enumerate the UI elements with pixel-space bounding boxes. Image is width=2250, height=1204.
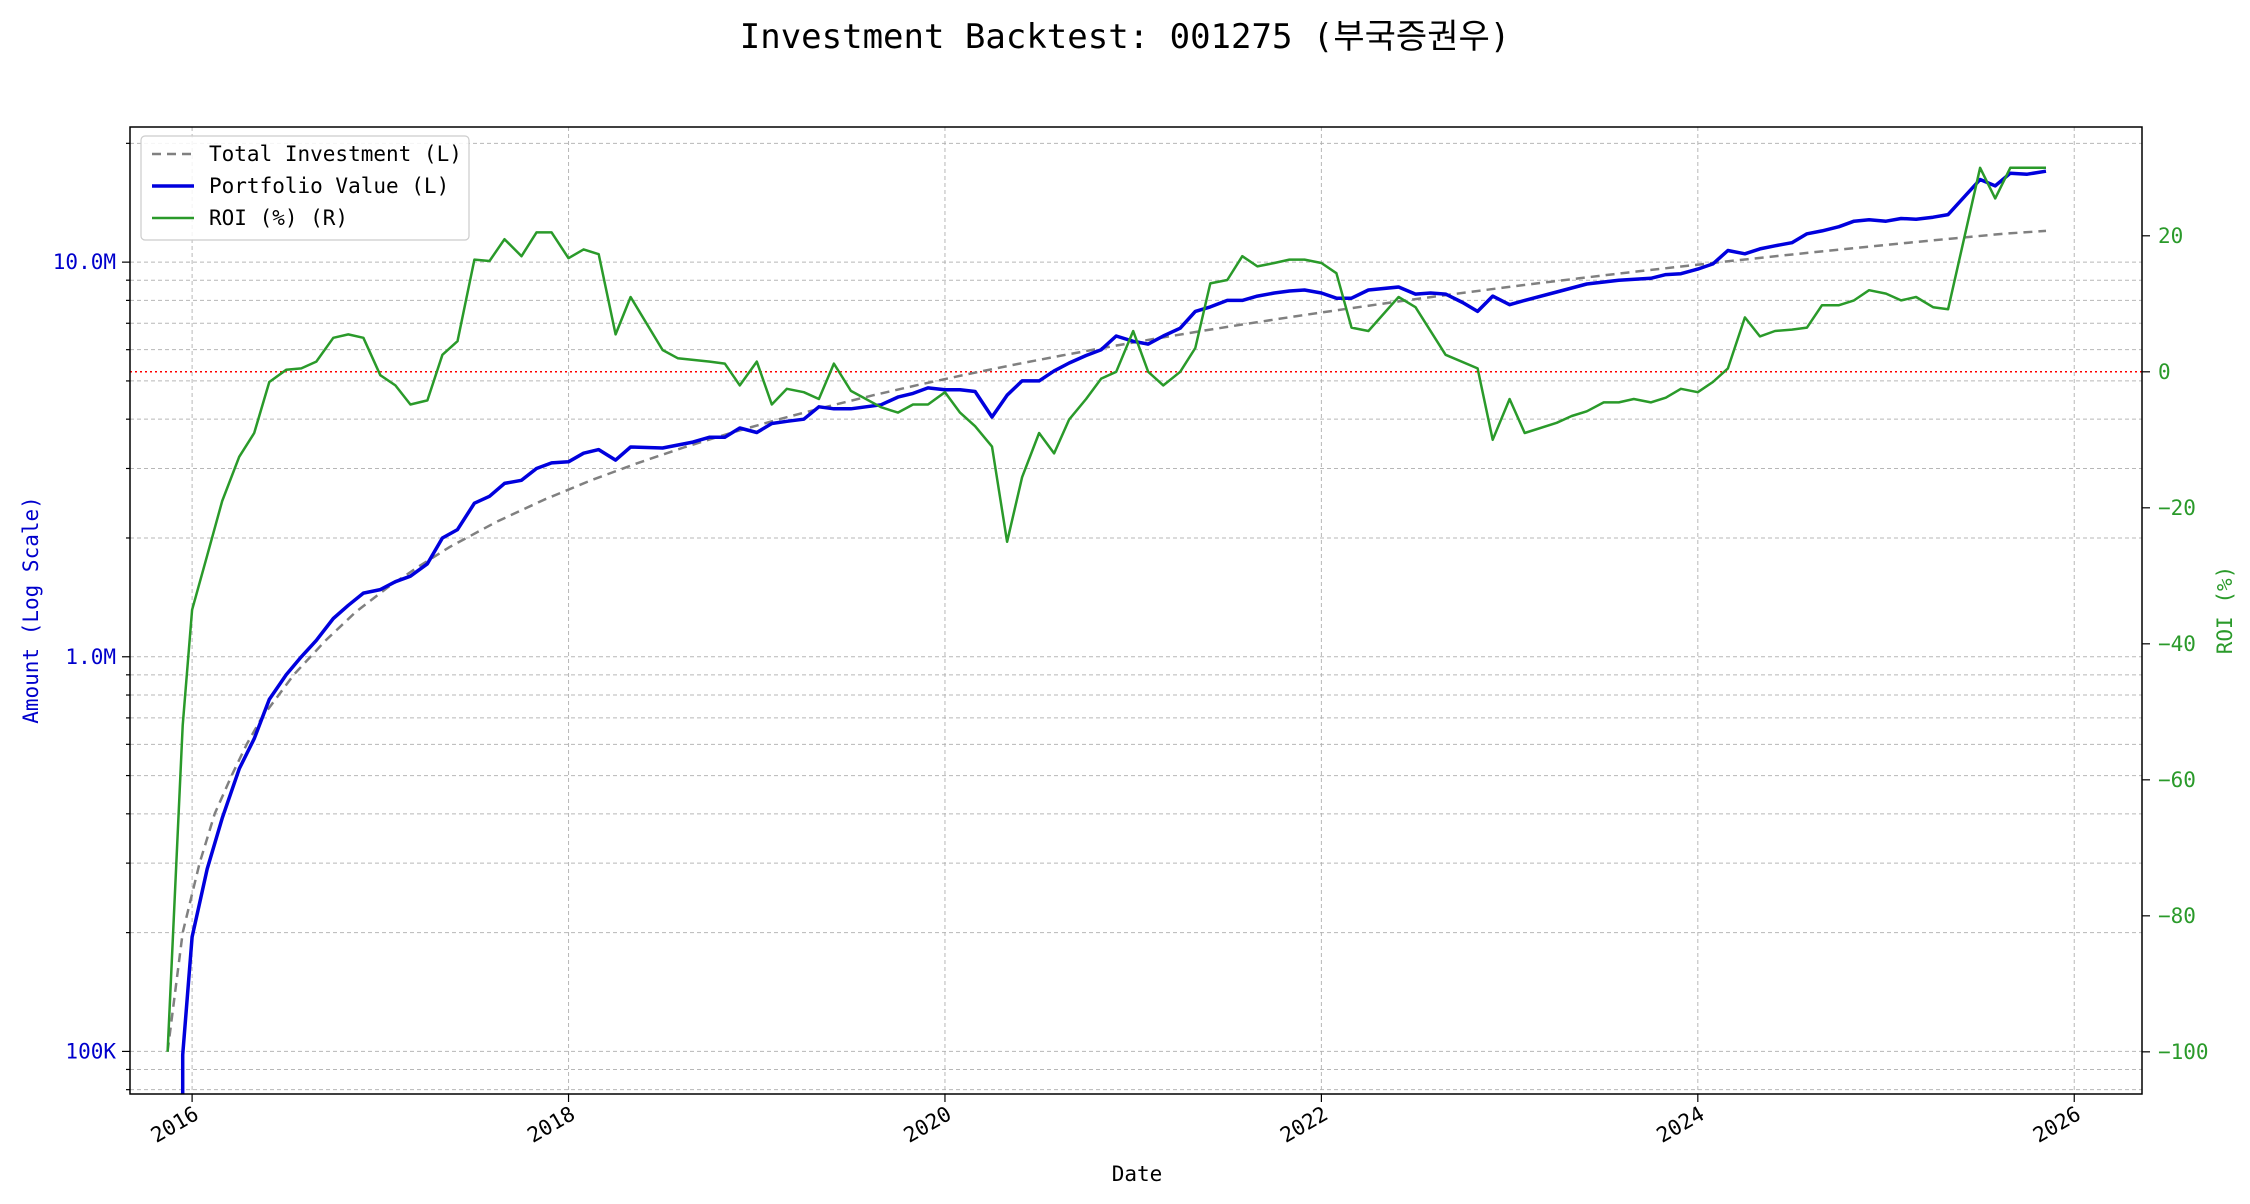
x-tick-label: 2018 — [523, 1102, 579, 1148]
chart-title: Investment Backtest: 001275 (부국증권우) — [740, 17, 1511, 57]
right-tick-label: −40 — [2158, 632, 2196, 656]
series-group — [166, 166, 2047, 1094]
right-axis-label: ROI (%) — [2213, 566, 2237, 655]
left-axis-label: Amount (Log Scale) — [19, 496, 43, 724]
grid — [130, 127, 2142, 1094]
x-tick-label: 2024 — [1653, 1102, 1709, 1148]
x-tick-label: 2020 — [900, 1102, 956, 1148]
left-tick-label: 10.0M — [53, 250, 116, 274]
right-tick-label: −100 — [2158, 1040, 2209, 1064]
legend-label: Total Investment (L) — [209, 142, 462, 166]
series-line-0 — [166, 229, 2047, 1052]
x-axis-label: Date — [1112, 1162, 1163, 1186]
right-tick-label: −80 — [2158, 904, 2196, 928]
x-tick-label: 2026 — [2029, 1102, 2085, 1148]
x-tick-label: 2016 — [147, 1102, 203, 1148]
left-tick-label: 1.0M — [65, 645, 116, 669]
right-tick-label: 0 — [2158, 360, 2171, 384]
legend-label: ROI (%) (R) — [209, 206, 348, 230]
right-tick-label: −20 — [2158, 496, 2196, 520]
legend-label: Portfolio Value (L) — [209, 174, 449, 198]
series-line-2 — [166, 166, 2046, 1052]
plot-frame — [129, 126, 2143, 1095]
left-tick-label: 100K — [65, 1039, 116, 1063]
legend-box — [140, 135, 470, 241]
right-tick-label: −60 — [2158, 768, 2196, 792]
right-tick-label: 20 — [2158, 224, 2183, 248]
legend: Total Investment (L) Portfolio Value (L) R… — [140, 135, 470, 241]
series-line-1 — [180, 169, 2047, 1094]
x-tick-label: 2022 — [1276, 1102, 1332, 1148]
